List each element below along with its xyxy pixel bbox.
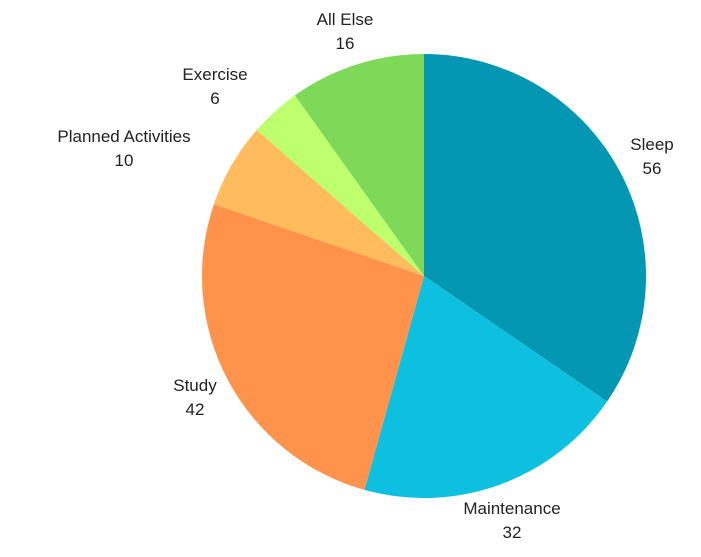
slice-label-value: 6 [210,89,219,108]
slice-label-name: Maintenance [463,499,560,518]
pie-slice-sleep [424,54,646,402]
slice-label-name: Planned Activities [57,127,190,146]
pie-labels: Sleep 56 Maintenance 32 Study 42 Planned Activ… [57,10,673,542]
slice-label-value: 16 [336,34,355,53]
pie-slice-study [202,204,424,490]
slice-label-name: All Else [317,10,374,29]
slice-label-name: Sleep [630,135,673,154]
pie-slice-planned-activities [213,130,424,276]
slice-label-value: 42 [186,400,205,419]
slice-label-name: Exercise [182,65,247,84]
slice-label-value: 10 [115,151,134,170]
slice-label-value: 32 [503,523,522,542]
pie-slices [202,54,646,499]
pie-slice-maintenance [364,276,608,499]
slice-label-name: Study [173,376,217,395]
pie-slice-all-else [294,54,424,276]
pie-slice-exercise [256,95,424,276]
slice-label-value: 56 [643,159,662,178]
